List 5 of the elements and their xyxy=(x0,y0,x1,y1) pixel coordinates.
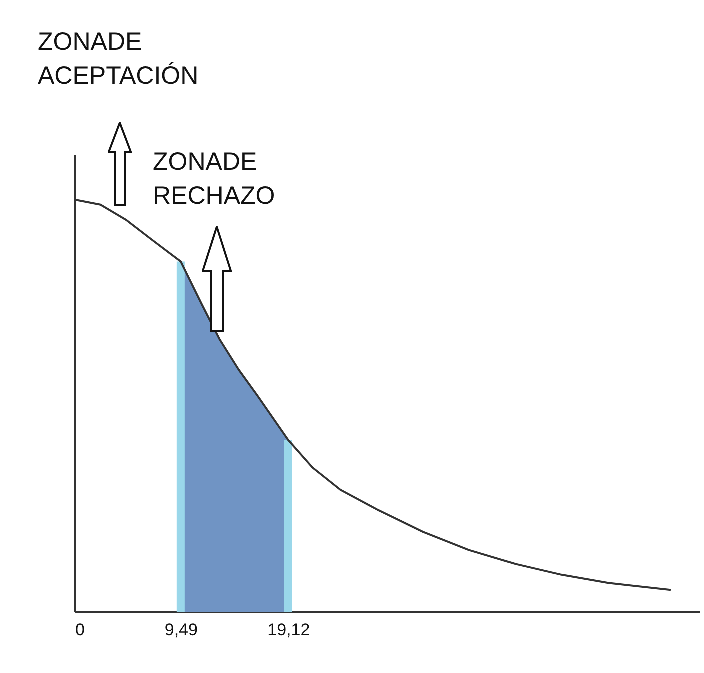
x-tick-label: 19,12 xyxy=(268,620,310,640)
x-tick-label: 0 xyxy=(76,620,85,640)
x-tick-label: 9,49 xyxy=(164,620,198,640)
text: ZONADE ACEPTACIÓN xyxy=(38,28,199,90)
annotation: ZONADE RECHAZO xyxy=(153,148,276,210)
